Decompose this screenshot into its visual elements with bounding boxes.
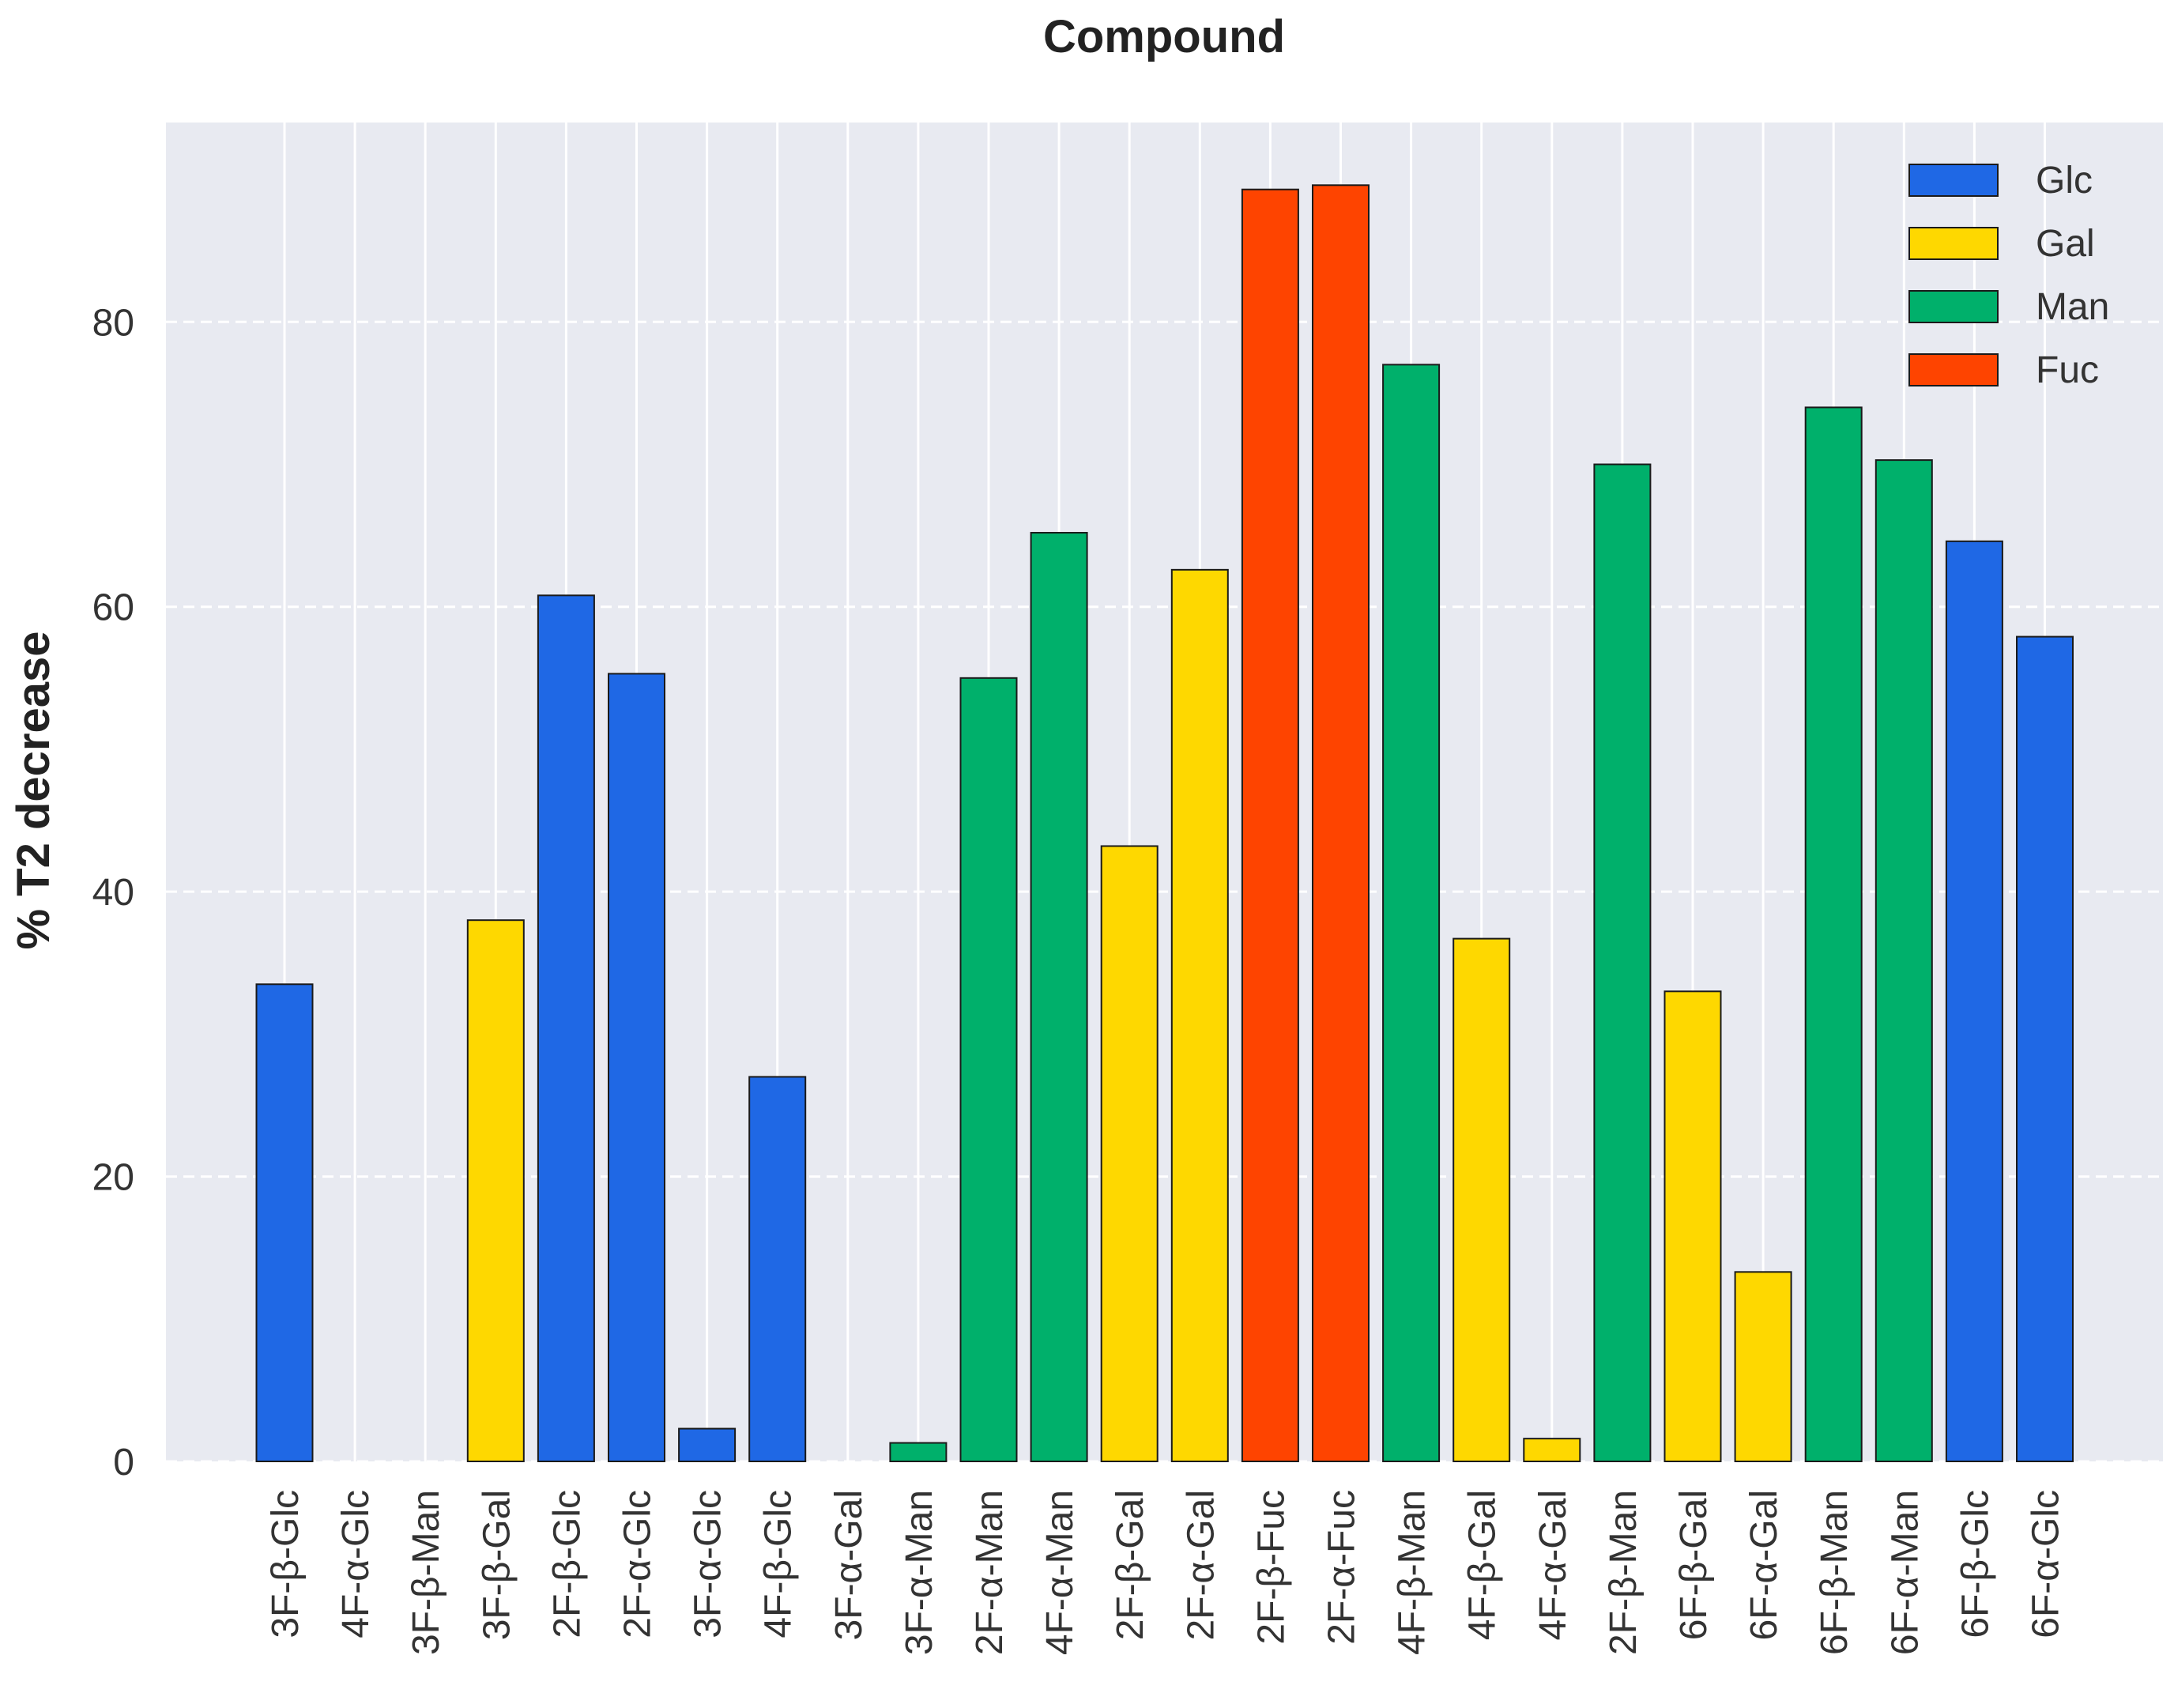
bar-2F-β-Glc (537, 594, 595, 1462)
x-tick-label: 2F-β-Man (1603, 1490, 1645, 1655)
bar-6F-β-Man (1804, 406, 1863, 1462)
bar-2F-β-Man (1593, 463, 1652, 1462)
y-axis-ticks: 0 20 40 60 80 (92, 302, 134, 1484)
bar-3F-β-Gal (466, 919, 525, 1463)
plot-area (166, 123, 2163, 1461)
x-tick-label: 2F-α-Gal (1180, 1490, 1222, 1640)
x-tick-label: 6F-β-Man (1814, 1490, 1856, 1655)
bar-4F-α-Man (1030, 532, 1088, 1462)
x-tick-label: 2F-α-Fuc (1321, 1490, 1363, 1645)
bar-6F-α-Gal (1734, 1271, 1792, 1462)
x-tick-label: 6F-α-Man (1884, 1490, 1926, 1655)
legend-label-Man: Man (2036, 286, 2109, 328)
legend-swatch-Man (1908, 290, 1999, 323)
x-tick-label: 6F-α-Gal (1743, 1490, 1785, 1640)
bar-2F-α-Gal (1170, 568, 1229, 1463)
y-tick-label: 60 (92, 587, 134, 629)
x-tick-label: 6F-β-Glc (1954, 1490, 1996, 1638)
x-tick-label: 2F-β-Fuc (1250, 1490, 1292, 1645)
legend-swatch-Fuc (1908, 353, 1999, 386)
legend-label-Fuc: Fuc (2036, 349, 2099, 391)
x-tick-label: 4F-β-Gal (1462, 1490, 1504, 1640)
legend-label-Gal: Gal (2036, 223, 2095, 265)
bar-3F-α-Glc (678, 1427, 737, 1462)
x-tick-label: 2F-β-Gal (1110, 1490, 1151, 1640)
bar-3F-β-Glc (255, 983, 314, 1462)
bar-6F-α-Man (1874, 459, 1933, 1462)
x-tick-label: 3F-α-Man (899, 1490, 940, 1655)
x-tick-label: 3F-α-Gal (828, 1490, 870, 1640)
y-tick-label: 40 (92, 872, 134, 914)
x-tick-label: 4F-β-Glc (758, 1490, 800, 1638)
bar-6F-α-Glc (2016, 635, 2074, 1462)
bar-6F-β-Gal (1663, 990, 1722, 1462)
x-tick-label: 2F-α-Man (969, 1490, 1011, 1655)
bar-2F-α-Fuc (1312, 184, 1370, 1463)
legend-swatch-Glc (1908, 164, 1999, 197)
y-tick-label: 0 (113, 1442, 134, 1484)
bar-4F-β-Glc (748, 1076, 807, 1462)
bar-4F-α-Gal (1523, 1438, 1581, 1463)
legend-label-Glc: Glc (2036, 160, 2093, 202)
x-tick-label: 4F-α-Gal (1532, 1490, 1574, 1640)
x-tick-label: 2F-β-Glc (546, 1490, 588, 1638)
bar-3F-α-Man (889, 1442, 948, 1463)
x-tick-label: 4F-α-Man (1039, 1490, 1081, 1655)
bar-4F-β-Gal (1452, 937, 1511, 1462)
x-tick-label: 3F-β-Gal (476, 1490, 518, 1640)
bar-2F-α-Man (959, 677, 1018, 1462)
x-tick-label: 4F-β-Man (1392, 1490, 1434, 1655)
bar-2F-β-Gal (1100, 845, 1159, 1462)
bar-2F-β-Fuc (1241, 188, 1299, 1463)
x-tick-label: 3F-α-Glc (688, 1490, 729, 1638)
x-tick-label: 3F-β-Man (405, 1490, 447, 1655)
legend-swatch-Gal (1908, 227, 1999, 260)
bar-4F-β-Man (1382, 364, 1441, 1462)
legend: Glc Gal Man Fuc (1908, 160, 2109, 391)
bar-2F-α-Glc (608, 673, 665, 1462)
x-tick-label: 3F-β-Glc (265, 1490, 307, 1638)
y-tick-label: 80 (92, 302, 134, 344)
bars (255, 184, 2074, 1463)
y-tick-label: 20 (92, 1157, 134, 1199)
chart-title: Compound (1043, 11, 1285, 62)
x-tick-label: 6F-β-Gal (1673, 1490, 1715, 1640)
x-axis-ticks: 3F-β-Glc 4F-α-Glc 3F-β-Man 3F-β-Gal 2F-β-Glc… (265, 1490, 2067, 1655)
y-axis-label: % T2 decrease (8, 631, 59, 949)
x-tick-label: 4F-α-Glc (335, 1490, 377, 1638)
x-tick-label: 2F-α-Glc (617, 1490, 659, 1638)
bar-6F-β-Glc (1945, 540, 2003, 1462)
x-tick-label: 6F-α-Glc (2025, 1490, 2067, 1638)
